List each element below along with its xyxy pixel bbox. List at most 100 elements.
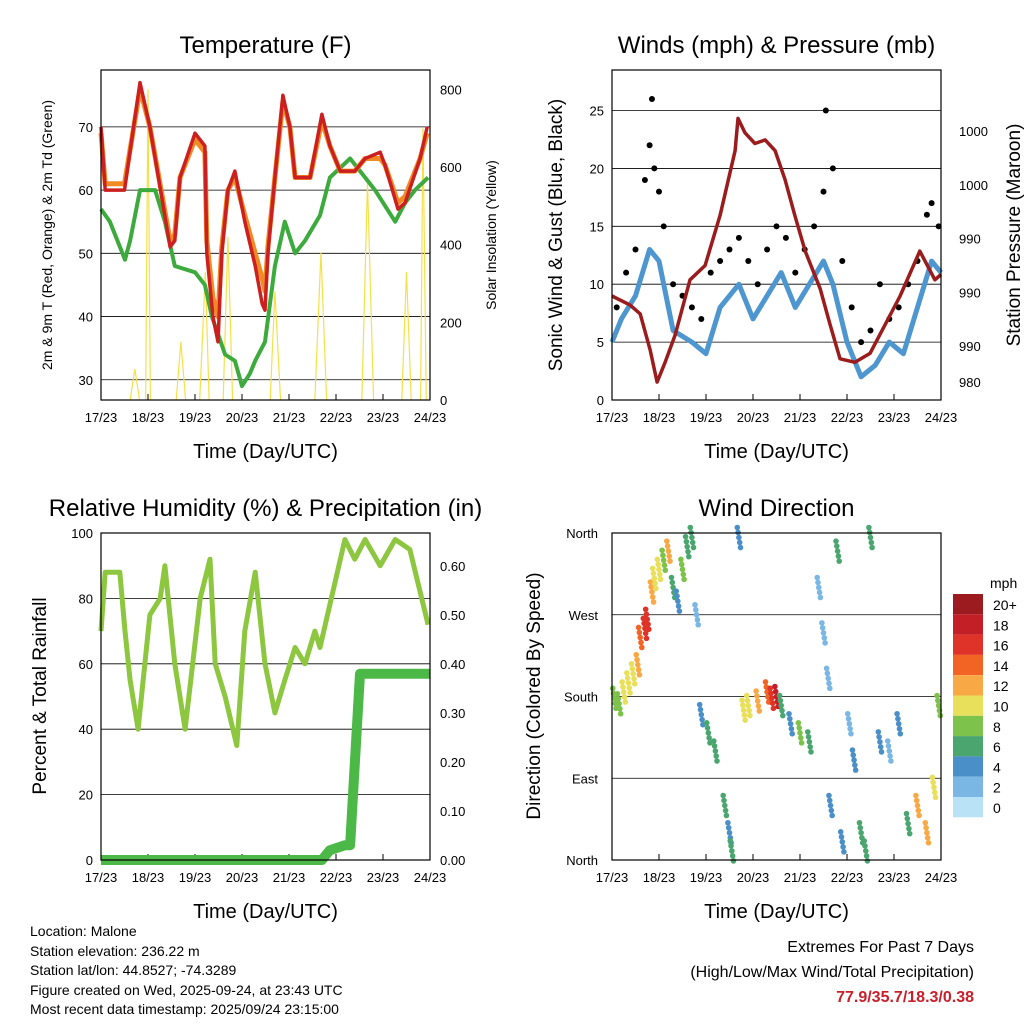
direction-point	[805, 729, 811, 735]
direction-point	[852, 762, 858, 768]
y2-tick-label: 400	[440, 238, 462, 253]
direction-point	[770, 705, 777, 712]
gust-point	[641, 177, 648, 183]
chart-title: Relative Humidity (%) & Precipitation (i…	[49, 495, 482, 522]
direction-point	[754, 698, 761, 704]
direction-point	[866, 524, 872, 531]
direction-point	[756, 708, 763, 714]
direction-point	[931, 789, 938, 796]
direction-point	[689, 539, 696, 546]
direction-point	[906, 830, 913, 837]
direction-point	[650, 599, 657, 605]
direction-point	[930, 779, 936, 786]
legend-label: 6	[993, 739, 1001, 755]
direction-point	[922, 819, 929, 826]
direction-point	[819, 625, 826, 631]
recent-text: Most recent data timestamp: 2025/09/24 2…	[30, 1001, 339, 1017]
y2-tick-label: 0.20	[440, 755, 465, 770]
direction-point	[778, 702, 784, 709]
direction-point	[726, 829, 733, 836]
direction-point	[685, 548, 691, 555]
legend-swatch	[953, 614, 983, 635]
direction-point	[868, 539, 875, 546]
direction-point	[807, 744, 813, 750]
direction-point	[634, 656, 640, 663]
gust-point	[895, 304, 902, 311]
legend-swatch	[953, 715, 983, 737]
y-tick-label: 5	[597, 335, 604, 350]
direction-point	[649, 594, 656, 600]
direction-point	[875, 729, 882, 735]
direction-point	[905, 820, 911, 827]
x-tick-label: 20/23	[737, 870, 770, 885]
solar-insolation-peak	[129, 368, 141, 401]
panel-winds: Winds (mph) & Pressure (mb) Time (Day/UTC…	[546, 32, 1024, 463]
direction-point	[664, 538, 670, 544]
legend-label: 20+	[993, 597, 1017, 613]
x-tick-label: 22/23	[320, 410, 353, 425]
direction-point	[823, 665, 830, 672]
extremes-box: Extremes For Past 7 Days (High/Low/Max W…	[690, 935, 974, 1010]
direction-point	[827, 802, 834, 809]
direction-point	[863, 848, 869, 854]
legend-label: 10	[993, 699, 1009, 715]
direction-point	[695, 621, 701, 628]
x-axis-label: Time (Day/UTC)	[704, 441, 849, 463]
direction-point	[888, 758, 894, 764]
direction-point	[665, 548, 672, 554]
x-axis-label: Time (Day/UTC)	[193, 901, 338, 923]
direction-point	[638, 639, 644, 646]
direction-point	[626, 685, 633, 691]
direction-point	[711, 743, 718, 749]
direction-point	[660, 552, 666, 559]
chart-title: Temperature (F)	[179, 32, 351, 59]
direction-point	[741, 712, 748, 718]
direction-point	[867, 534, 874, 541]
direction-point	[669, 579, 676, 586]
direction-point	[885, 743, 892, 749]
direction-point	[896, 725, 903, 732]
direction-point	[722, 802, 728, 809]
direction-point	[839, 839, 846, 845]
precipitation-line	[101, 668, 430, 865]
direction-point	[713, 753, 719, 759]
direction-point	[877, 744, 884, 750]
direction-point	[932, 794, 939, 801]
direction-point	[647, 579, 654, 585]
direction-point	[822, 640, 828, 646]
direction-point	[877, 739, 883, 745]
direction-point	[643, 635, 650, 642]
direction-point	[825, 675, 831, 682]
direction-point	[704, 725, 711, 731]
y-tick-label: 40	[79, 722, 93, 737]
direction-point	[635, 661, 641, 668]
direction-point	[762, 679, 769, 685]
direction-point	[692, 601, 698, 608]
direction-point	[772, 683, 778, 690]
direction-point	[637, 634, 643, 641]
gust-point	[717, 258, 724, 265]
y-tick-label: 70	[79, 120, 93, 135]
y-axis-label: 2m & 9m T (Red, Orange) & 2m Td (Green)	[39, 100, 55, 370]
gust-point	[646, 142, 653, 149]
direction-point	[696, 701, 703, 708]
extremes-values: 77.9/35.7/18.3/0.38	[836, 989, 974, 1006]
legend-label: 14	[993, 658, 1009, 674]
direction-point	[652, 580, 658, 587]
y2-tick-label: 990	[959, 339, 981, 354]
direction-point	[646, 626, 652, 633]
gust-point	[820, 188, 827, 195]
direction-point	[897, 730, 904, 737]
x-tick-label: 21/23	[273, 410, 306, 425]
direction-point	[683, 538, 690, 545]
direction-point	[705, 730, 712, 736]
direction-point	[693, 606, 699, 613]
direction-point	[662, 567, 669, 574]
panel-temperature: Temperature (F) Time (Day/UTC) 17/23 18/23 1…	[39, 32, 499, 463]
y-tick-label: 60	[79, 183, 93, 198]
direction-point	[622, 699, 629, 705]
direction-point	[824, 670, 831, 677]
y-tick-label: 40	[79, 310, 93, 325]
direction-point	[629, 665, 636, 672]
direction-point	[631, 675, 637, 682]
